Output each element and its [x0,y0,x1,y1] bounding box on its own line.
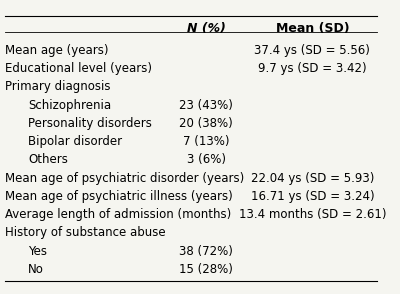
Text: History of substance abuse: History of substance abuse [5,226,166,240]
Text: 23 (43%): 23 (43%) [179,98,233,111]
Text: Schizophrenia: Schizophrenia [28,98,111,111]
Text: Bipolar disorder: Bipolar disorder [28,135,122,148]
Text: 22.04 ys (SD = 5.93): 22.04 ys (SD = 5.93) [251,172,374,185]
Text: 20 (38%): 20 (38%) [179,117,233,130]
Text: Mean age of psychiatric illness (years): Mean age of psychiatric illness (years) [5,190,233,203]
Text: Yes: Yes [28,245,47,258]
Text: 13.4 months (SD = 2.61): 13.4 months (SD = 2.61) [239,208,386,221]
Text: 15 (28%): 15 (28%) [179,263,233,276]
Text: Average length of admission (months): Average length of admission (months) [5,208,232,221]
Text: 37.4 ys (SD = 5.56): 37.4 ys (SD = 5.56) [254,44,370,57]
Text: 16.71 ys (SD = 3.24): 16.71 ys (SD = 3.24) [250,190,374,203]
Text: Mean age of psychiatric disorder (years): Mean age of psychiatric disorder (years) [5,172,244,185]
Text: 38 (72%): 38 (72%) [179,245,233,258]
Text: 7 (13%): 7 (13%) [183,135,230,148]
Text: No: No [28,263,44,276]
Text: 9.7 ys (SD = 3.42): 9.7 ys (SD = 3.42) [258,62,367,75]
Text: 3 (6%): 3 (6%) [187,153,226,166]
Text: Educational level (years): Educational level (years) [5,62,152,75]
Text: Mean age (years): Mean age (years) [5,44,109,57]
Text: Primary diagnosis: Primary diagnosis [5,80,111,93]
Text: Personality disorders: Personality disorders [28,117,152,130]
Text: Mean (SD): Mean (SD) [276,22,349,35]
Text: N (%): N (%) [187,22,226,35]
Text: Others: Others [28,153,68,166]
